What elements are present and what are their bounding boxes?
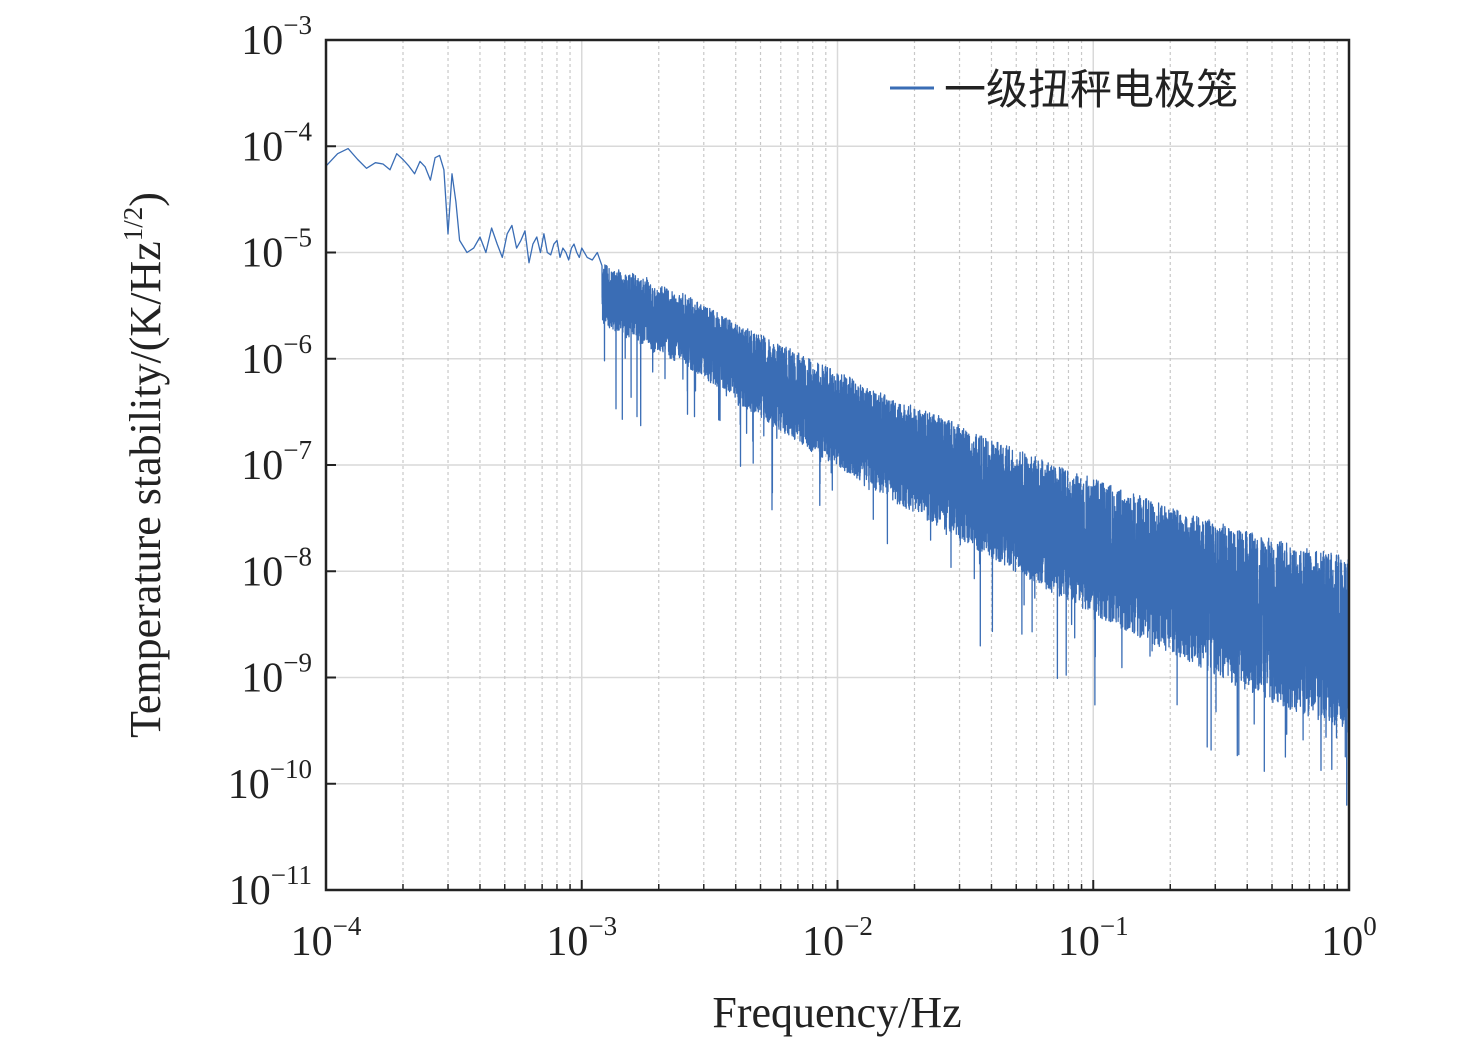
x-tick-label: 10−3	[546, 911, 617, 965]
y-tick-label-base: 10	[241, 443, 283, 489]
x-tick-label-base: 10	[802, 919, 844, 965]
x-tick-label-exp: −3	[588, 911, 617, 941]
x-tick-label: 10−4	[291, 911, 362, 965]
x-tick-label: 100	[1321, 911, 1377, 965]
y-tick-label: 10−5	[241, 223, 312, 277]
y-axis-label-close: )	[121, 192, 170, 207]
x-tick-label: 10−2	[802, 911, 873, 965]
y-tick-label: 10−8	[241, 541, 312, 595]
x-tick-label-base: 10	[1321, 919, 1363, 965]
grid	[326, 40, 1349, 890]
y-tick-label-base: 10	[241, 656, 283, 702]
y-tick-label: 10−6	[241, 329, 312, 383]
y-tick-label-exp: −5	[283, 223, 312, 253]
x-tick-labels: 10−4 10−3 10−2 10−1 100	[291, 911, 1377, 965]
x-tick-label-base: 10	[1058, 919, 1100, 965]
y-tick-label-base: 10	[241, 337, 283, 383]
x-axis-label: Frequency/Hz	[712, 988, 961, 1037]
legend: 一级扭秤电极笼	[890, 68, 1238, 114]
series-line	[325, 147, 1350, 806]
y-axis-label-main: Temperature stability/(K/Hz	[121, 241, 170, 738]
y-tick-label-base: 10	[228, 762, 270, 808]
x-tick-label-exp: −1	[1100, 911, 1129, 941]
ticks	[325, 39, 1339, 891]
legend-label: 一级扭秤电极笼	[944, 68, 1238, 114]
y-axis-label: Temperature stability/(K/Hz1/2)	[118, 192, 170, 738]
y-tick-label-exp: −6	[283, 329, 312, 359]
x-tick-label-base: 10	[291, 919, 333, 965]
y-tick-label-base: 10	[241, 231, 283, 277]
y-tick-label: 10−10	[228, 754, 312, 808]
x-tick-label-base: 10	[546, 919, 588, 965]
y-tick-label-exp: −4	[283, 116, 312, 146]
series-layer	[325, 147, 1350, 806]
y-tick-label-base: 10	[241, 124, 283, 170]
x-tick-label-exp: 0	[1363, 911, 1377, 941]
y-tick-label: 10−7	[241, 435, 312, 489]
y-tick-label: 10−4	[241, 116, 312, 170]
y-tick-label-exp: −9	[283, 648, 312, 678]
y-tick-label-exp: −11	[271, 860, 312, 890]
y-tick-label: 10−9	[241, 648, 312, 702]
y-tick-label-exp: −3	[283, 10, 312, 40]
y-tick-label-exp: −7	[283, 435, 312, 465]
y-tick-label-exp: −10	[270, 754, 312, 784]
y-tick-label-base: 10	[241, 549, 283, 595]
y-tick-label: 10−3	[241, 10, 312, 64]
y-axis-label-sup: 1/2	[118, 207, 148, 242]
y-tick-label: 10−11	[229, 860, 312, 914]
x-tick-label: 10−1	[1058, 911, 1129, 965]
x-tick-label-exp: −4	[333, 911, 362, 941]
x-tick-label-exp: −2	[844, 911, 873, 941]
y-tick-label-base: 10	[241, 18, 283, 64]
y-tick-label-base: 10	[229, 868, 271, 914]
y-tick-label-exp: −8	[283, 541, 312, 571]
